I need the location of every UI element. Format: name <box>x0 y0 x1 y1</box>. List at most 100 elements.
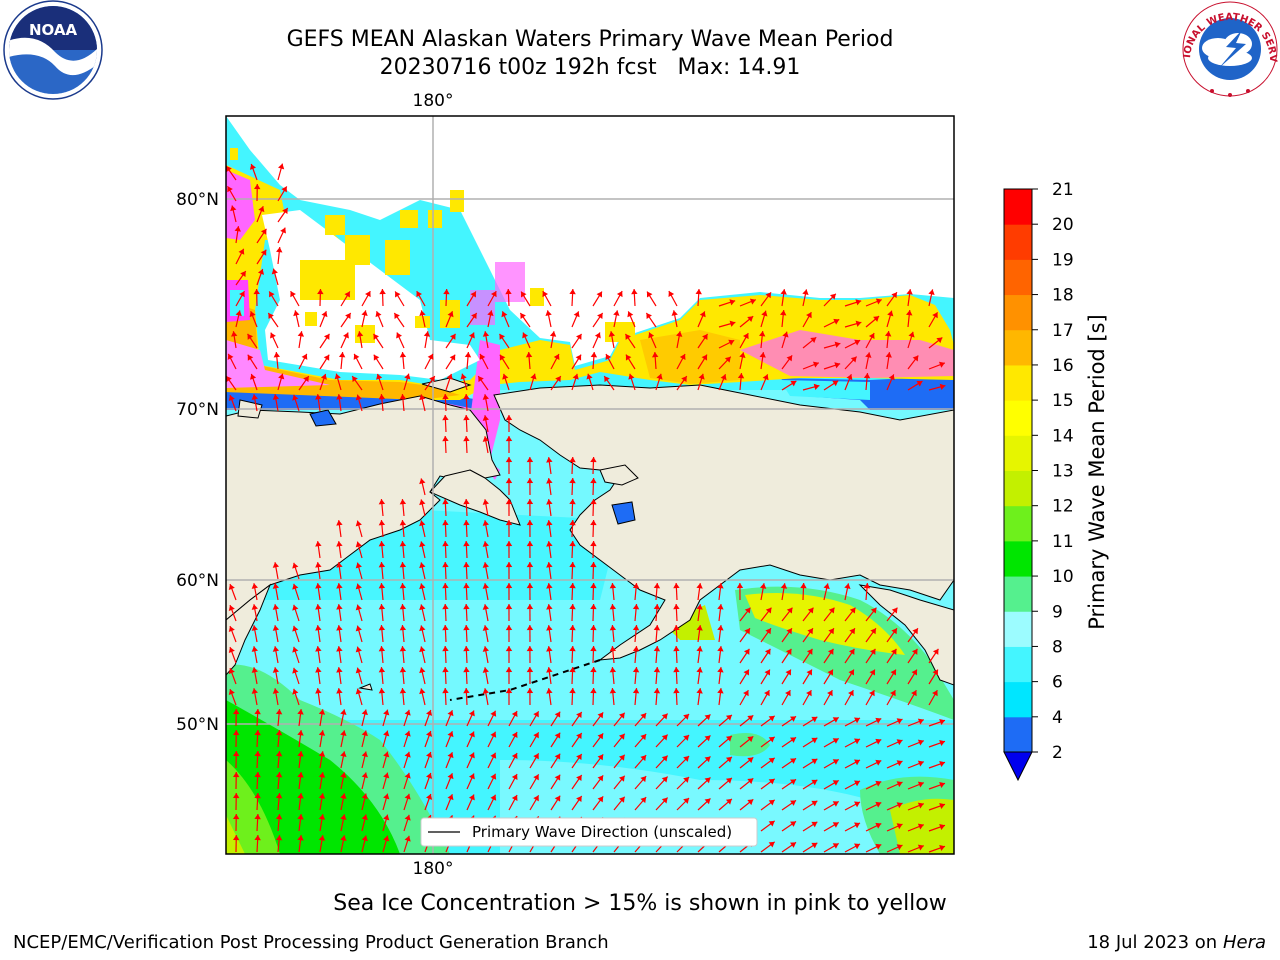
wave-arrow-head <box>355 394 362 401</box>
wave-arrow-head <box>597 733 604 740</box>
wave-arrow-head <box>340 709 347 715</box>
wave-arrow-head <box>832 780 839 786</box>
wave-arrow-head <box>764 648 771 655</box>
wave-arrow-head <box>378 625 386 631</box>
wave-arrow-head <box>854 339 861 346</box>
wave-arrow-head <box>569 457 576 463</box>
wave-arrow-head <box>869 690 875 697</box>
wave-arrow-head <box>569 541 576 547</box>
colorbar-segment <box>1004 224 1032 260</box>
wave-arrow-head <box>232 835 240 841</box>
wave-arrow-head <box>743 669 749 676</box>
wave-arrow-head <box>609 604 617 610</box>
colorbar-tick-label: 12 <box>1052 497 1074 517</box>
wave-arrow-head <box>297 814 304 820</box>
wave-arrow-head <box>932 669 938 676</box>
wave-arrow-head <box>340 835 347 841</box>
wave-arrow-head <box>526 646 534 652</box>
wave-arrow-head <box>575 354 582 361</box>
wave-arrow-head <box>301 353 308 360</box>
wave-arrow-head <box>499 354 506 361</box>
wave-arrow-head <box>849 607 856 614</box>
wave-arrow-head <box>232 814 240 820</box>
wave-arrow-head <box>315 583 322 589</box>
colorbar-tick-label: 9 <box>1052 602 1063 622</box>
wave-arrow-head <box>373 354 380 361</box>
wave-arrow-head <box>765 607 772 614</box>
wave-arrow-head <box>419 562 426 569</box>
wave-arrow-head <box>806 669 812 676</box>
wave-arrow-head <box>785 648 792 655</box>
lat-label-60: 60°N <box>176 571 219 591</box>
wave-arrow-head <box>260 228 267 235</box>
wave-arrow-head <box>383 709 390 716</box>
wave-arrow-head <box>429 376 435 383</box>
wave-arrow-head <box>717 646 724 652</box>
colorbar-tick-label: 21 <box>1052 180 1074 200</box>
wave-arrow-head <box>336 541 343 547</box>
wave-arrow-head <box>673 646 680 652</box>
wave-arrow-head <box>404 730 411 737</box>
wave-arrow-head <box>939 781 946 789</box>
wave-arrow-head <box>449 354 456 361</box>
wave-arrow-head <box>490 773 497 780</box>
wave-arrow-head <box>725 714 732 721</box>
wave-arrow-head <box>576 712 582 719</box>
wave-arrow-head <box>640 713 647 720</box>
wave-arrow-head <box>661 713 668 720</box>
wave-arrow-head <box>850 356 857 363</box>
wave-arrow-head <box>939 802 946 810</box>
lat-label-80: 80°N <box>176 190 219 210</box>
wave-arrow-head <box>378 688 386 694</box>
wave-arrow-head <box>704 798 711 805</box>
wave-arrow-head <box>526 520 534 526</box>
wave-arrow-head <box>545 310 552 316</box>
wave-arrow-head <box>747 736 754 743</box>
wave-arrow-head <box>661 755 668 762</box>
wave-arrow-head <box>361 835 368 842</box>
wave-arrow-head <box>251 625 258 631</box>
wave-arrow-head <box>890 690 896 697</box>
wave-arrow-head <box>463 646 470 652</box>
wave-arrow-head <box>646 312 652 319</box>
wave-arrow-head <box>505 415 513 421</box>
wave-arrow-head <box>917 802 924 809</box>
wave-arrow-head <box>511 711 518 718</box>
wave-arrow-head <box>404 751 411 758</box>
wave-arrow-head <box>297 772 304 778</box>
wave-arrow-head <box>912 355 919 362</box>
colorbar-segment <box>1004 611 1032 647</box>
wave-arrow-head <box>463 667 470 673</box>
wave-arrow-head <box>468 773 475 780</box>
wave-arrow-head <box>447 773 454 780</box>
wave-arrow-head <box>292 562 299 569</box>
wave-arrow-head <box>747 799 754 806</box>
wave-arrow-head <box>338 352 346 358</box>
wave-arrow-head <box>468 731 475 738</box>
wave-arrow-head <box>576 333 582 340</box>
wave-arrow-head <box>747 715 754 722</box>
wave-arrow-head <box>442 541 449 547</box>
wave-arrow-head <box>936 337 943 344</box>
wave-arrow-head <box>939 739 946 747</box>
wave-arrow-head <box>297 793 304 799</box>
wave-arrow-head <box>238 248 245 255</box>
wave-arrow-head <box>352 376 358 383</box>
wave-arrow-head <box>884 331 892 337</box>
wave-arrow-head <box>653 625 661 631</box>
wave-arrow-head <box>463 562 470 568</box>
wave-arrow-head <box>292 688 299 695</box>
wave-arrow-head <box>790 800 797 806</box>
noaa-logo: NOAA <box>3 0 103 100</box>
wave-arrow-head <box>383 751 390 758</box>
colorbar: 21 20 19 18 17 16 15 14 13 12 11 10 9 8 6 4 2 <box>1003 180 1074 782</box>
wave-arrow-head <box>447 731 454 738</box>
wave-arrow-head <box>375 311 382 318</box>
wave-arrow-head <box>482 541 489 547</box>
wave-arrow-head <box>278 373 285 380</box>
wave-arrow-head <box>546 688 553 694</box>
wave-arrow-head <box>742 333 749 340</box>
wave-arrow-head <box>482 415 489 421</box>
wave-arrow-head <box>780 583 788 589</box>
wave-arrow-head <box>442 520 449 526</box>
